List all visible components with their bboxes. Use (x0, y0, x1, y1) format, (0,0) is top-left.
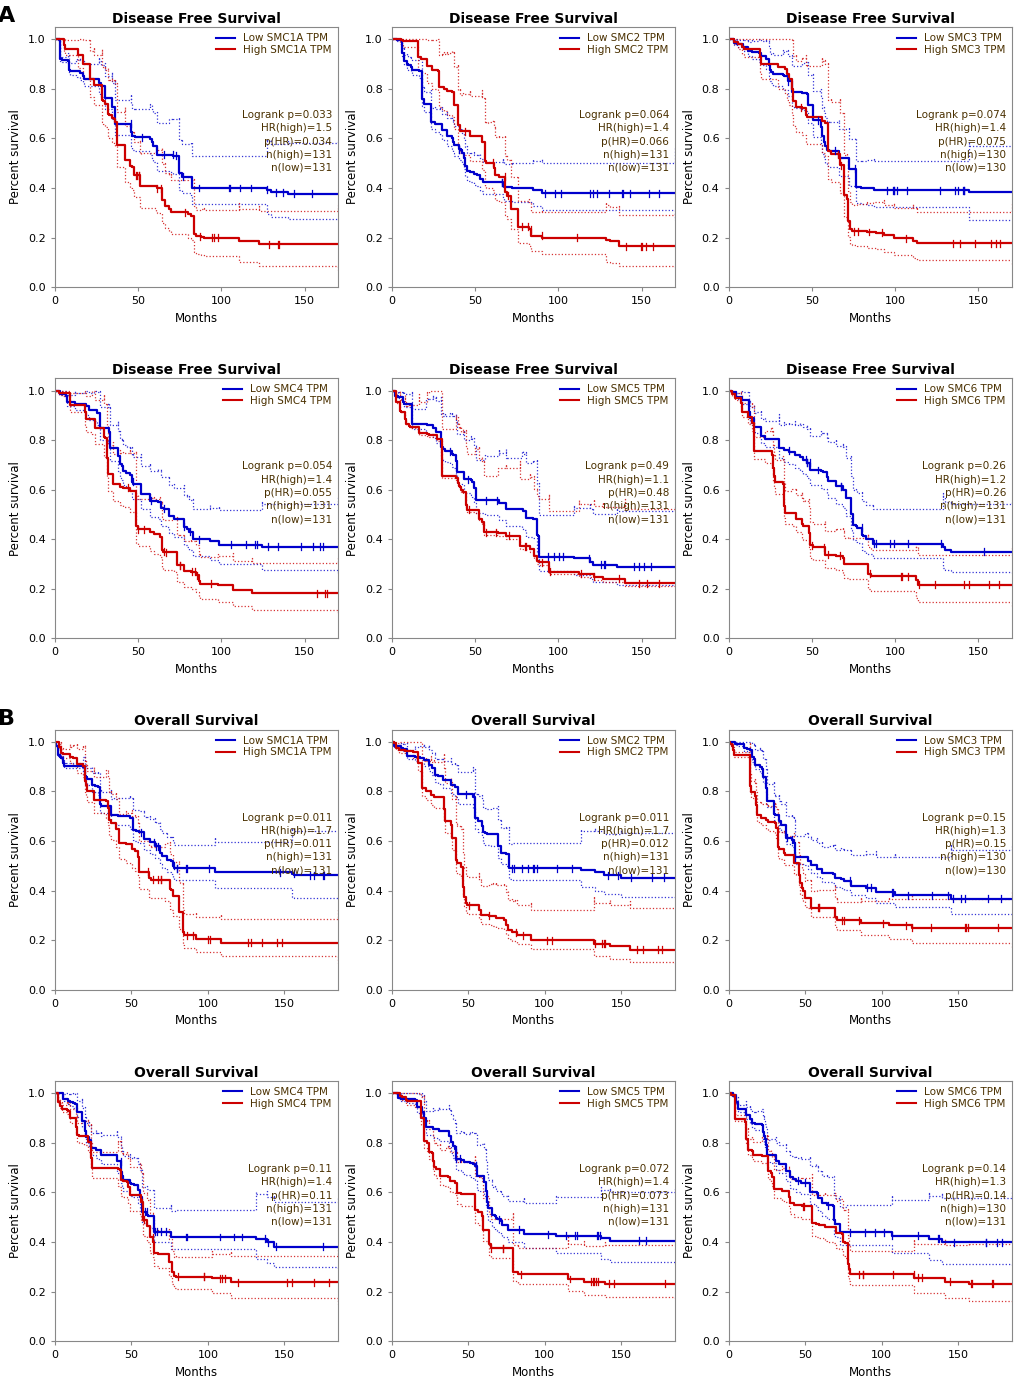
Y-axis label: Percent survival: Percent survival (9, 460, 22, 556)
X-axis label: Months: Months (174, 663, 218, 675)
Text: Logrank p=0.054
HR(high)=1.4
p(HR)=0.055
n(high)=131
n(low)=131: Logrank p=0.054 HR(high)=1.4 p(HR)=0.055… (242, 462, 332, 524)
Title: Disease Free Survival: Disease Free Survival (785, 11, 954, 26)
Text: Logrank p=0.064
HR(high)=1.4
p(HR)=0.066
n(high)=131
n(low)=131: Logrank p=0.064 HR(high)=1.4 p(HR)=0.066… (578, 110, 668, 173)
Text: Logrank p=0.072
HR(high)=1.4
p(HR)=0.073
n(high)=131
n(low)=131: Logrank p=0.072 HR(high)=1.4 p(HR)=0.073… (578, 1164, 668, 1227)
X-axis label: Months: Months (512, 312, 554, 325)
Y-axis label: Percent survival: Percent survival (346, 813, 359, 907)
Title: Overall Survival: Overall Survival (471, 1065, 595, 1079)
Text: A: A (0, 6, 15, 26)
Text: Logrank p=0.14
HR(high)=1.3
p(HR)=0.14
n(high)=130
n(low)=131: Logrank p=0.14 HR(high)=1.3 p(HR)=0.14 n… (921, 1164, 1005, 1227)
Y-axis label: Percent survival: Percent survival (683, 813, 696, 907)
Text: B: B (0, 709, 15, 728)
Legend: Low SMC1A TPM, High SMC1A TPM: Low SMC1A TPM, High SMC1A TPM (215, 32, 332, 55)
Legend: Low SMC2 TPM, High SMC2 TPM: Low SMC2 TPM, High SMC2 TPM (558, 32, 668, 55)
Legend: Low SMC6 TPM, High SMC6 TPM: Low SMC6 TPM, High SMC6 TPM (895, 383, 1006, 406)
Text: Logrank p=0.033
HR(high)=1.5
p(HR)=0.034
n(high)=131
n(low)=131: Logrank p=0.033 HR(high)=1.5 p(HR)=0.034… (242, 110, 332, 173)
Y-axis label: Percent survival: Percent survival (346, 460, 359, 556)
Text: Logrank p=0.11
HR(high)=1.4
p(HR)=0.11
n(high)=131
n(low)=131: Logrank p=0.11 HR(high)=1.4 p(HR)=0.11 n… (249, 1164, 332, 1227)
Title: Overall Survival: Overall Survival (135, 714, 259, 728)
X-axis label: Months: Months (174, 312, 218, 325)
X-axis label: Months: Months (848, 1366, 891, 1379)
Title: Overall Survival: Overall Survival (807, 714, 931, 728)
Text: Logrank p=0.26
HR(high)=1.2
p(HR)=0.26
n(high)=131
n(low)=131: Logrank p=0.26 HR(high)=1.2 p(HR)=0.26 n… (921, 462, 1005, 524)
Y-axis label: Percent survival: Percent survival (9, 1164, 22, 1258)
Y-axis label: Percent survival: Percent survival (9, 110, 22, 204)
Y-axis label: Percent survival: Percent survival (346, 110, 359, 204)
Legend: Low SMC1A TPM, High SMC1A TPM: Low SMC1A TPM, High SMC1A TPM (215, 735, 332, 759)
Title: Overall Survival: Overall Survival (807, 1065, 931, 1079)
Text: Logrank p=0.15
HR(high)=1.3
p(HR)=0.15
n(high)=130
n(low)=130: Logrank p=0.15 HR(high)=1.3 p(HR)=0.15 n… (921, 813, 1005, 875)
Text: Logrank p=0.011
HR(high)=1.7
p(HR)=0.012
n(high)=131
n(low)=131: Logrank p=0.011 HR(high)=1.7 p(HR)=0.012… (578, 813, 668, 875)
Text: Logrank p=0.074
HR(high)=1.4
p(HR)=0.075
n(high)=130
n(low)=130: Logrank p=0.074 HR(high)=1.4 p(HR)=0.075… (915, 110, 1005, 173)
Y-axis label: Percent survival: Percent survival (9, 813, 22, 907)
X-axis label: Months: Months (512, 1014, 554, 1028)
Title: Disease Free Survival: Disease Free Survival (112, 11, 280, 26)
Legend: Low SMC6 TPM, High SMC6 TPM: Low SMC6 TPM, High SMC6 TPM (895, 1086, 1006, 1110)
Legend: Low SMC4 TPM, High SMC4 TPM: Low SMC4 TPM, High SMC4 TPM (222, 1086, 332, 1110)
Legend: Low SMC5 TPM, High SMC5 TPM: Low SMC5 TPM, High SMC5 TPM (558, 383, 668, 406)
X-axis label: Months: Months (848, 1014, 891, 1028)
Title: Disease Free Survival: Disease Free Survival (448, 11, 618, 26)
Title: Disease Free Survival: Disease Free Survival (112, 363, 280, 377)
Title: Overall Survival: Overall Survival (471, 714, 595, 728)
X-axis label: Months: Months (512, 1366, 554, 1379)
X-axis label: Months: Months (512, 663, 554, 675)
Legend: Low SMC4 TPM, High SMC4 TPM: Low SMC4 TPM, High SMC4 TPM (222, 383, 332, 406)
Y-axis label: Percent survival: Percent survival (683, 1164, 696, 1258)
Y-axis label: Percent survival: Percent survival (346, 1164, 359, 1258)
X-axis label: Months: Months (174, 1014, 218, 1028)
Legend: Low SMC5 TPM, High SMC5 TPM: Low SMC5 TPM, High SMC5 TPM (558, 1086, 668, 1110)
Title: Overall Survival: Overall Survival (135, 1065, 259, 1079)
Legend: Low SMC2 TPM, High SMC2 TPM: Low SMC2 TPM, High SMC2 TPM (558, 735, 668, 759)
Legend: Low SMC3 TPM, High SMC3 TPM: Low SMC3 TPM, High SMC3 TPM (895, 735, 1006, 759)
Text: Logrank p=0.49
HR(high)=1.1
p(HR)=0.48
n(high)=131
n(low)=131: Logrank p=0.49 HR(high)=1.1 p(HR)=0.48 n… (585, 462, 668, 524)
Text: Logrank p=0.011
HR(high)=1.7
p(HR)=0.011
n(high)=131
n(low)=131: Logrank p=0.011 HR(high)=1.7 p(HR)=0.011… (242, 813, 332, 875)
Legend: Low SMC3 TPM, High SMC3 TPM: Low SMC3 TPM, High SMC3 TPM (895, 32, 1006, 55)
Y-axis label: Percent survival: Percent survival (683, 110, 696, 204)
X-axis label: Months: Months (848, 663, 891, 675)
X-axis label: Months: Months (174, 1366, 218, 1379)
X-axis label: Months: Months (848, 312, 891, 325)
Title: Disease Free Survival: Disease Free Survival (785, 363, 954, 377)
Title: Disease Free Survival: Disease Free Survival (448, 363, 618, 377)
Y-axis label: Percent survival: Percent survival (683, 460, 696, 556)
